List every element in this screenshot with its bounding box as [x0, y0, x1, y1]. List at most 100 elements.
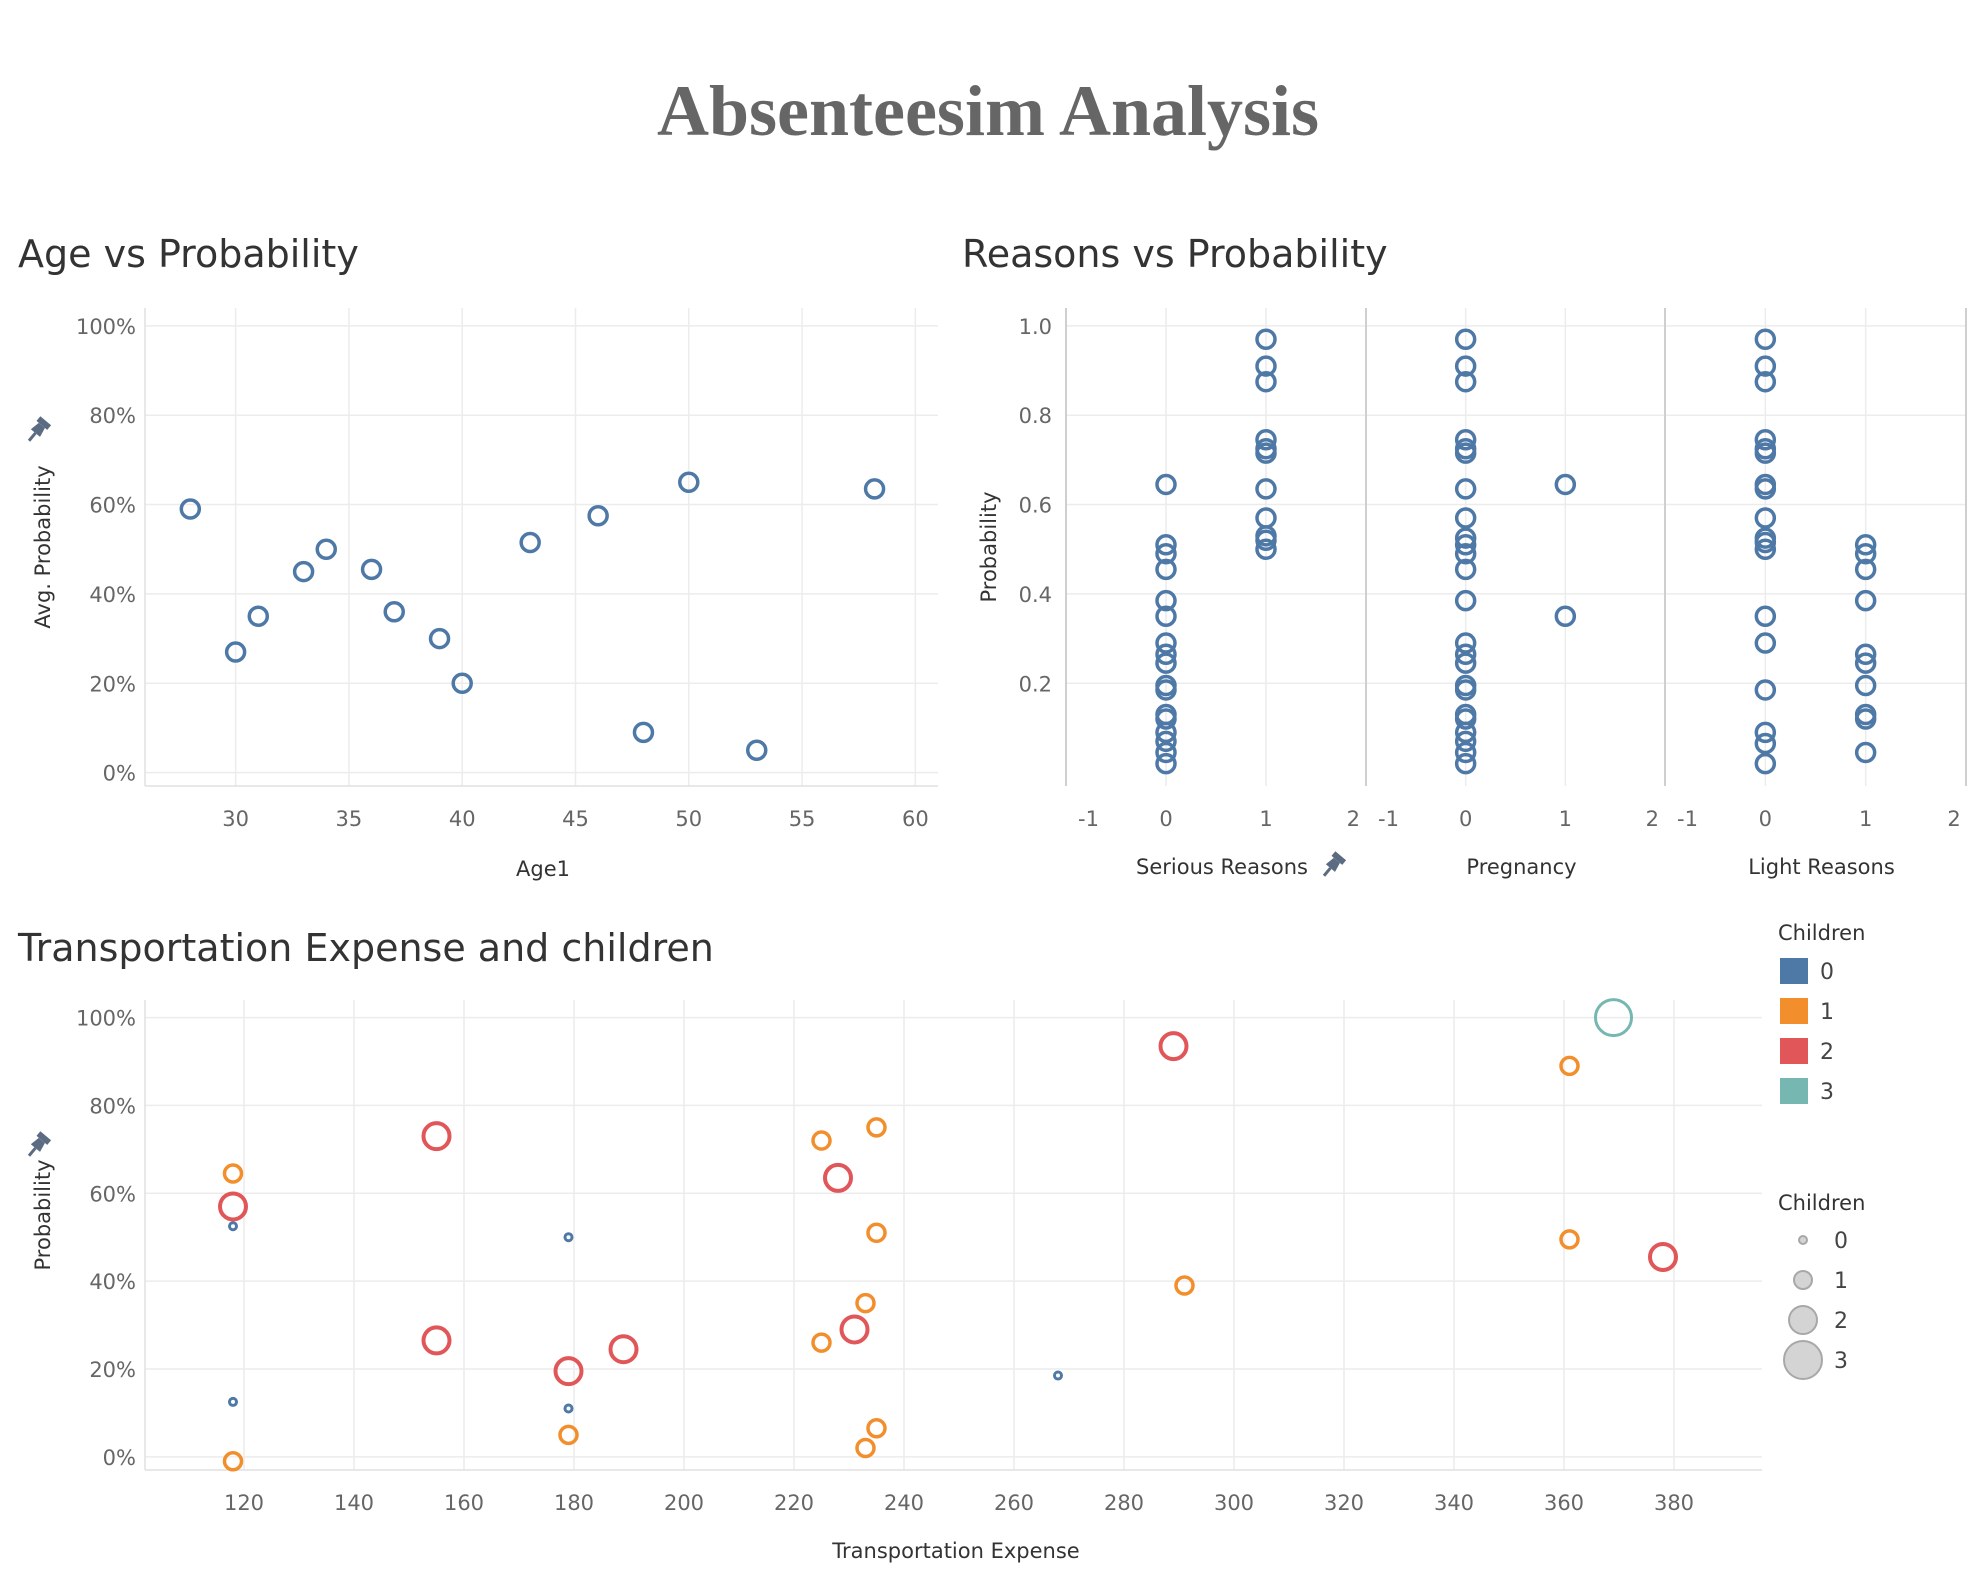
data-point[interactable]	[1454, 442, 1477, 464]
data-point[interactable]	[866, 1222, 887, 1244]
data-point[interactable]	[855, 1437, 876, 1459]
data-point[interactable]	[1454, 652, 1477, 674]
data-point[interactable]	[1454, 721, 1477, 744]
data-point[interactable]	[1854, 652, 1877, 674]
legend-swatch[interactable]	[1780, 1078, 1808, 1104]
data-point[interactable]	[1454, 534, 1477, 556]
data-point[interactable]	[428, 627, 451, 650]
data-point[interactable]	[1854, 708, 1877, 730]
data-point[interactable]	[1454, 527, 1477, 549]
data-point[interactable]	[1454, 558, 1477, 581]
data-point[interactable]	[855, 1292, 876, 1314]
size-legend-mark[interactable]	[1793, 1270, 1813, 1290]
data-point[interactable]	[563, 1232, 574, 1243]
data-point[interactable]	[866, 1117, 887, 1138]
data-point[interactable]	[558, 1424, 579, 1446]
data-point[interactable]	[1155, 652, 1177, 674]
data-point[interactable]	[839, 1314, 870, 1345]
data-point[interactable]	[1454, 679, 1477, 701]
legend-swatch[interactable]	[1780, 1038, 1808, 1064]
data-point[interactable]	[421, 1121, 452, 1152]
data-point[interactable]	[179, 498, 202, 520]
data-point[interactable]	[1454, 328, 1477, 351]
data-point[interactable]	[1155, 708, 1177, 730]
data-point[interactable]	[228, 1221, 238, 1232]
data-point[interactable]	[811, 1332, 832, 1353]
data-point[interactable]	[1754, 752, 1777, 775]
data-point[interactable]	[224, 641, 247, 663]
data-point[interactable]	[1158, 1031, 1189, 1062]
data-point[interactable]	[553, 1356, 584, 1387]
data-point[interactable]	[1155, 752, 1177, 775]
data-point[interactable]	[1454, 542, 1477, 565]
pin-icon[interactable]	[1319, 851, 1347, 880]
data-point[interactable]	[1754, 370, 1777, 393]
data-point[interactable]	[632, 721, 655, 744]
data-point[interactable]	[1454, 355, 1477, 377]
data-point[interactable]	[1454, 741, 1477, 764]
data-point[interactable]	[1554, 473, 1577, 496]
data-point[interactable]	[1155, 473, 1177, 496]
data-point[interactable]	[1155, 730, 1177, 753]
data-point[interactable]	[1854, 558, 1877, 581]
data-point[interactable]	[1454, 589, 1477, 612]
data-point[interactable]	[1754, 732, 1777, 755]
data-point[interactable]	[421, 1325, 452, 1356]
data-point[interactable]	[1854, 534, 1877, 556]
data-point[interactable]	[451, 672, 473, 695]
data-point[interactable]	[1155, 632, 1177, 654]
data-point[interactable]	[1454, 429, 1477, 451]
data-point[interactable]	[1454, 478, 1477, 500]
data-point[interactable]	[1554, 605, 1577, 627]
data-point[interactable]	[1754, 538, 1777, 560]
data-point[interactable]	[1174, 1275, 1195, 1296]
data-point[interactable]	[1754, 679, 1777, 701]
data-point[interactable]	[1255, 478, 1277, 500]
data-point[interactable]	[823, 1162, 853, 1193]
data-point[interactable]	[1155, 534, 1177, 556]
data-point[interactable]	[1155, 605, 1177, 627]
data-point[interactable]	[1754, 429, 1777, 451]
data-point[interactable]	[1454, 643, 1477, 665]
data-point[interactable]	[315, 538, 338, 560]
size-legend-mark[interactable]	[1788, 1305, 1818, 1335]
data-point[interactable]	[608, 1334, 639, 1365]
data-point[interactable]	[1754, 355, 1777, 377]
data-point[interactable]	[1754, 478, 1777, 500]
data-point[interactable]	[1754, 328, 1777, 351]
data-point[interactable]	[1155, 643, 1177, 665]
size-legend-mark[interactable]	[1783, 1340, 1823, 1380]
data-point[interactable]	[1255, 442, 1277, 464]
pin-icon[interactable]	[24, 1131, 52, 1160]
data-point[interactable]	[1854, 643, 1877, 665]
data-point[interactable]	[222, 1163, 244, 1184]
data-point[interactable]	[1255, 538, 1277, 560]
data-point[interactable]	[1648, 1241, 1678, 1272]
data-point[interactable]	[1854, 542, 1877, 565]
data-point[interactable]	[678, 471, 700, 493]
data-point[interactable]	[1754, 721, 1777, 744]
data-point[interactable]	[866, 1418, 887, 1439]
data-point[interactable]	[1559, 1229, 1580, 1250]
data-point[interactable]	[1155, 558, 1177, 581]
data-point[interactable]	[1155, 542, 1177, 565]
data-point[interactable]	[519, 531, 541, 554]
data-point[interactable]	[1255, 370, 1277, 393]
data-point[interactable]	[1754, 507, 1777, 529]
data-point[interactable]	[1754, 531, 1777, 554]
data-point[interactable]	[1454, 632, 1477, 654]
data-point[interactable]	[1255, 529, 1277, 552]
data-point[interactable]	[811, 1130, 832, 1151]
data-point[interactable]	[587, 504, 609, 527]
data-point[interactable]	[1155, 679, 1177, 701]
data-point[interactable]	[1255, 429, 1277, 451]
legend-swatch[interactable]	[1780, 958, 1808, 984]
size-legend-mark[interactable]	[1798, 1235, 1808, 1245]
data-point[interactable]	[228, 1396, 238, 1407]
data-point[interactable]	[383, 601, 405, 623]
data-point[interactable]	[1454, 507, 1477, 529]
data-point[interactable]	[1854, 589, 1877, 612]
data-point[interactable]	[1454, 708, 1477, 730]
data-point[interactable]	[1754, 632, 1777, 654]
data-point[interactable]	[360, 558, 383, 581]
